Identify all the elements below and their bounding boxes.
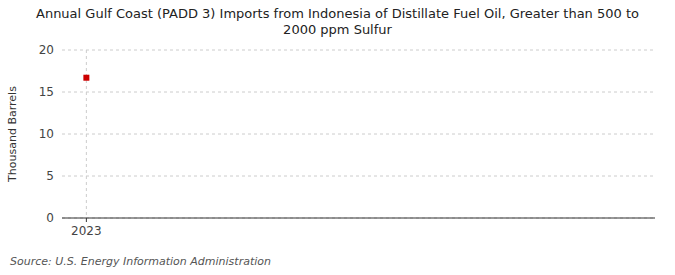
y-tick-label: 20 bbox=[39, 43, 54, 57]
y-tick-label: 15 bbox=[39, 85, 54, 99]
x-tick bbox=[86, 218, 87, 222]
data-group bbox=[83, 75, 89, 81]
source: Source: U.S. Energy Information Administ… bbox=[10, 255, 271, 268]
title-line: 2000 ppm Sulfur bbox=[283, 22, 392, 37]
y-grid-line bbox=[62, 50, 655, 51]
y-grid-line bbox=[62, 134, 655, 135]
data-point bbox=[83, 75, 89, 81]
title-line: Annual Gulf Coast (PADD 3) Imports from … bbox=[36, 6, 639, 21]
y-tick-label: 0 bbox=[46, 211, 54, 225]
chart-container: 0 5 10 15 20 2023 Annual Gulf Coast (PADD 3) I… bbox=[0, 0, 675, 275]
y-grid-line bbox=[62, 92, 655, 93]
x-tick-label: 2023 bbox=[71, 224, 102, 238]
chart: 0 5 10 15 20 2023 Annual Gulf Coast (PADD 3) I… bbox=[0, 0, 675, 275]
y-axis-label: Thousand Barrels bbox=[6, 86, 19, 183]
y-tick-label: 5 bbox=[46, 169, 54, 183]
y-grid-line bbox=[62, 176, 655, 177]
x-axis-line bbox=[62, 218, 655, 219]
y-tick-label: 10 bbox=[39, 127, 54, 141]
y-grid-line bbox=[62, 218, 655, 219]
title: Annual Gulf Coast (PADD 3) Imports from … bbox=[36, 6, 639, 37]
plot-area bbox=[62, 50, 655, 218]
